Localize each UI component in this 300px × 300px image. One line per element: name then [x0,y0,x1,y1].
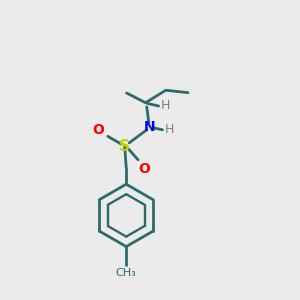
Text: O: O [138,162,150,176]
Text: H: H [164,123,174,136]
Text: N: N [144,120,156,134]
Text: S: S [119,139,130,154]
Text: O: O [92,123,104,137]
Text: H: H [161,99,170,112]
Text: CH₃: CH₃ [116,268,136,278]
